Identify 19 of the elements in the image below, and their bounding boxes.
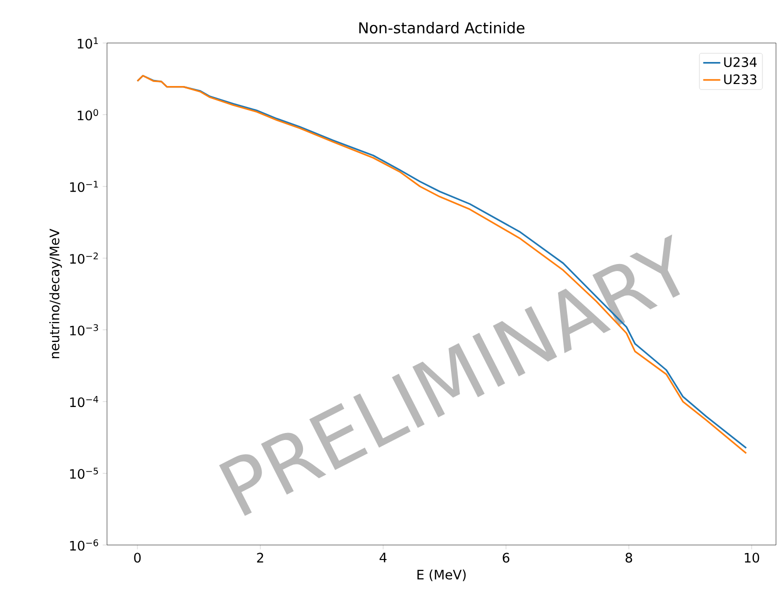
y-tick-label: 10$^{−6}$	[70, 539, 98, 551]
y-tick-label: 10$^{−5}$	[70, 468, 98, 479]
x-tick-label: 0	[134, 552, 141, 563]
y-tick-label: 10$^{0}$	[78, 109, 98, 120]
x-tick-label: 2	[257, 552, 264, 562]
y-tick-label: 10$^{−3}$	[70, 324, 98, 336]
y-tick-label: 10$^{−2}$	[70, 252, 98, 264]
x-tick-label: 6	[502, 552, 510, 563]
y-tick-label: 10$^{−4}$	[70, 396, 98, 408]
legend-label: U233	[724, 74, 756, 84]
legend-label: U234	[724, 57, 757, 68]
y-tick-label: 10$^{−1}$	[70, 180, 98, 192]
x-tick-label: 4	[380, 552, 387, 562]
x-tick-label: 10	[744, 552, 760, 563]
y-tick-label: 10$^{1}$	[78, 37, 98, 49]
x-axis-title: E (MeV)	[417, 569, 466, 582]
x-tick-label: 8	[626, 552, 632, 563]
y-axis-title: neutrino/decay/MeV	[49, 228, 62, 358]
chart-title: Non-standard Actinide	[359, 22, 524, 34]
